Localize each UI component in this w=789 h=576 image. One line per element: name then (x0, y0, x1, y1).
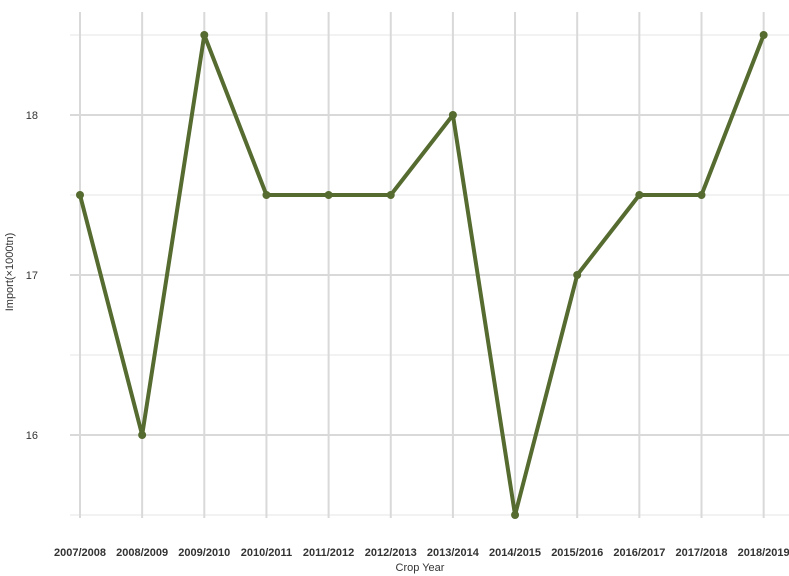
data-point (324, 191, 333, 199)
data-point (200, 31, 209, 39)
x-tick-label: 2013/2014 (427, 547, 480, 559)
data-point (635, 191, 644, 199)
x-tick-label: 2007/2008 (54, 547, 106, 559)
x-tick-label: 2017/2018 (676, 547, 728, 559)
x-tick-label: 2008/2009 (116, 547, 168, 559)
data-point (138, 431, 147, 439)
series-layer (76, 31, 768, 519)
grid-layer (70, 12, 789, 518)
tick-layer: 2007/2008 2008/2009 2009/2010 2010/2011 2011… (26, 110, 789, 559)
x-axis-title: Crop Year (396, 562, 445, 574)
data-point (76, 191, 84, 199)
y-axis-title: Import(×1000tn) (4, 233, 16, 312)
y-tick-label: 16 (26, 430, 38, 442)
x-tick-label: 2018/2019 (738, 547, 789, 559)
data-point (262, 191, 271, 199)
data-point (386, 191, 395, 199)
x-tick-label: 2009/2010 (178, 547, 230, 559)
data-point (511, 511, 520, 519)
x-tick-label: 2015/2016 (551, 547, 603, 559)
y-tick-label: 17 (26, 270, 38, 282)
y-tick-label: 18 (26, 110, 38, 122)
data-point (448, 111, 457, 119)
data-point (759, 31, 768, 39)
x-tick-label: 2011/2012 (303, 547, 354, 559)
data-point (573, 271, 582, 279)
x-tick-label: 2010/2011 (241, 547, 292, 559)
data-point (697, 191, 706, 199)
x-tick-label: 2012/2013 (365, 547, 417, 559)
x-tick-label: 2014/2015 (489, 547, 541, 559)
series-line (78, 33, 766, 517)
x-tick-label: 2016/2017 (613, 547, 665, 559)
